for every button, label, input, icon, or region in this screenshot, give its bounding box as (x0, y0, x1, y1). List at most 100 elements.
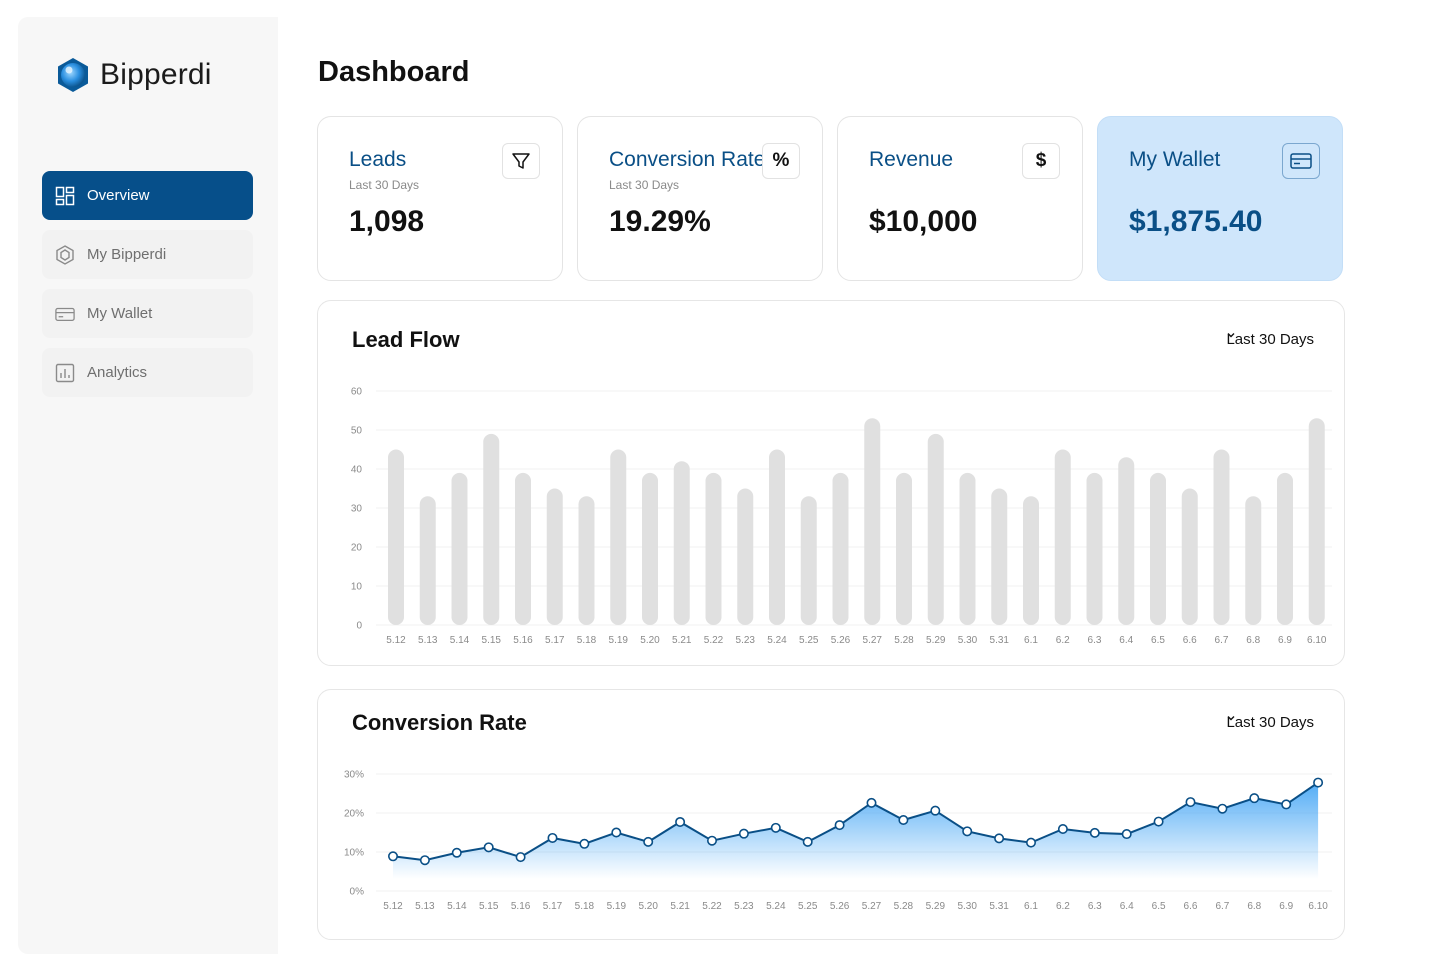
sidebar-item-my-bipperdi[interactable]: My Bipperdi (42, 230, 253, 279)
data-point (1153, 816, 1164, 827)
y-tick-label: 30 (351, 504, 363, 515)
data-point (962, 826, 973, 837)
x-tick-label: 5.27 (862, 901, 882, 912)
bar (1213, 449, 1230, 625)
data-point (483, 842, 494, 853)
x-tick-label: 5.12 (386, 635, 406, 646)
data-point (1249, 793, 1260, 804)
y-tick-label: 30% (344, 770, 364, 781)
x-tick-label: 6.9 (1279, 901, 1293, 912)
y-tick-label: 20 (351, 543, 363, 554)
bar (388, 449, 404, 625)
bar (610, 449, 627, 625)
conversion-rate-chart: 0% 10% 20% 30% 5.12 5.13 5.14 5.15 5.16 5.17 5.18 5… (344, 770, 1332, 912)
x-tick-label: 5.31 (990, 635, 1010, 646)
y-tick-label: 10 (351, 582, 363, 593)
conversion-rate-panel: Conversion Rate Last 30 Days 0% 10% 20% 30%… (317, 689, 1345, 940)
lead-flow-panel: Lead Flow Last 30 Days 0 10 20 30 40 50 60 5.12… (317, 300, 1345, 666)
x-tick-label: 6.10 (1308, 901, 1328, 912)
card-value: $10,000 (869, 205, 978, 238)
x-tick-label: 6.1 (1024, 635, 1038, 646)
data-point (515, 852, 526, 863)
bar (673, 461, 690, 625)
x-tick-label: 5.28 (894, 635, 914, 646)
data-point (1089, 827, 1100, 838)
data-point (579, 838, 590, 849)
y-tick-label: 10% (344, 848, 364, 859)
x-tick-label: 5.15 (482, 635, 502, 646)
data-point (930, 805, 941, 816)
x-tick-label: 5.21 (670, 901, 690, 912)
data-point (419, 855, 430, 866)
conversion-range-select[interactable]: Last 30 Days (1226, 714, 1314, 731)
bar (1118, 457, 1135, 625)
x-tick-label: 5.31 (989, 901, 1009, 912)
sidebar-item-label: Overview (87, 187, 150, 204)
revenue-card[interactable]: Revenue $10,000 $ (837, 116, 1083, 281)
x-tick-label: 6.7 (1215, 901, 1229, 912)
x-tick-label: 6.4 (1120, 901, 1134, 912)
x-tick-label: 6.9 (1278, 635, 1292, 646)
data-point (451, 847, 462, 858)
wallet-card[interactable]: My Wallet $1,875.40 (1097, 116, 1343, 281)
lead-flow-chart: 0 10 20 30 40 50 60 5.12 5.13 5.14 5.15 5.16 5.17 5.1… (351, 387, 1332, 646)
bar (546, 488, 563, 625)
x-tick-label: 5.29 (926, 901, 946, 912)
x-tick-label: 6.7 (1215, 635, 1229, 646)
hexagon-icon (55, 244, 75, 265)
x-tick-label: 5.26 (831, 635, 851, 646)
x-tick-label: 5.30 (958, 635, 978, 646)
x-tick-label: 6.8 (1246, 635, 1260, 646)
bar (1150, 472, 1166, 625)
card-title: My Wallet (1129, 148, 1221, 171)
x-tick-label: 5.24 (767, 635, 787, 646)
lead-flow-range-select[interactable]: Last 30 Days (1226, 331, 1314, 348)
card-title: Leads (349, 148, 407, 171)
x-tick-label: 5.14 (450, 635, 470, 646)
x-tick-label: 6.2 (1056, 901, 1070, 912)
series-area (393, 782, 1319, 879)
leads-card[interactable]: Leads Last 30 Days 1,098 (317, 116, 563, 281)
bar (705, 472, 722, 625)
bar (642, 472, 658, 625)
bar (737, 488, 754, 625)
bar (959, 472, 976, 625)
brand-name: Bipperdi (100, 58, 212, 91)
bar (927, 433, 944, 625)
sidebar-item-analytics[interactable]: Analytics (42, 348, 253, 397)
dollar-icon: $ (1022, 143, 1060, 179)
x-tick-label: 5.25 (798, 901, 818, 912)
chevron-down-icon (1227, 333, 1235, 338)
x-tick-label: 5.28 (894, 901, 914, 912)
x-tick-label: 6.5 (1152, 901, 1166, 912)
conversion-rate-card[interactable]: Conversion Rate Last 30 Days 19.29% % (577, 116, 823, 281)
sidebar-item-my-wallet[interactable]: My Wallet (42, 289, 253, 338)
panel-title: Lead Flow (352, 327, 460, 352)
bar (1086, 472, 1103, 625)
data-point (675, 816, 686, 827)
x-tick-label: 6.10 (1307, 635, 1327, 646)
data-point (1281, 799, 1292, 810)
x-tick-label: 6.3 (1088, 901, 1102, 912)
data-point (898, 815, 909, 826)
dashboard-icon (55, 186, 75, 206)
card-title: Conversion Rate (609, 148, 766, 171)
sidebar-item-overview[interactable]: Overview (42, 171, 253, 220)
x-tick-label: 5.24 (766, 901, 786, 912)
x-tick-label: 5.21 (672, 635, 692, 646)
data-point (1057, 823, 1068, 834)
x-tick-label: 5.17 (545, 635, 565, 646)
bar (800, 496, 817, 625)
chart-icon (55, 363, 75, 383)
bar (991, 488, 1008, 625)
brand[interactable]: Bipperdi (56, 57, 212, 93)
card-title: Revenue (869, 148, 954, 171)
data-point (1217, 803, 1228, 814)
panel-title: Conversion Rate (352, 710, 527, 735)
data-point (866, 797, 877, 808)
x-tick-label: 6.3 (1088, 635, 1102, 646)
x-tick-label: 5.22 (704, 635, 724, 646)
bar (1245, 496, 1262, 625)
x-tick-label: 6.8 (1247, 901, 1261, 912)
x-tick-label: 5.20 (640, 635, 660, 646)
